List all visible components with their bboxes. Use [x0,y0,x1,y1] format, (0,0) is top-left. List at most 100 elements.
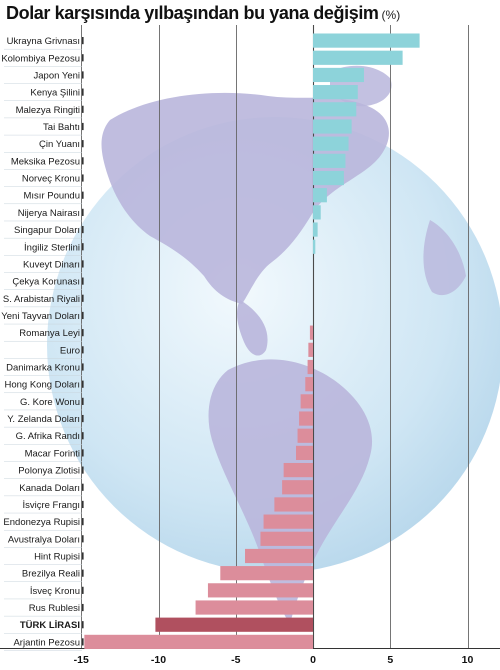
category-label: Arjantin Pezosu [13,637,80,648]
category-label: İsveç Kronu [30,586,80,597]
category-label: Endonezya Rupisi [3,517,80,528]
category-label: Hong Kong Doları [4,380,80,391]
row-marker [82,483,84,491]
row-marker [82,346,84,354]
category-label: Macar Forinti [25,448,80,459]
category-label: Kanada Doları [19,483,80,494]
row-marker [82,260,84,268]
bar [313,67,364,83]
category-label: Avustralya Doları [8,534,80,545]
category-label: Rus Rublesi [29,603,80,614]
row-marker [82,638,84,646]
row-marker [82,518,84,526]
category-label: Mısır Poundu [24,191,81,202]
bar [274,497,313,512]
category-label: Nijerya Nairası [18,208,80,219]
bar [313,153,346,168]
category-label: İngiliz Sterlini [24,242,80,253]
bar [313,170,344,186]
row-marker [82,54,84,62]
row-marker [82,105,84,113]
bar [220,566,313,581]
category-label: S. Arabistan Riyali [3,294,80,305]
bar [297,428,313,443]
category-label: Kenya Şilini [30,88,80,99]
category-label: TÜRK LİRASI [20,620,80,631]
unit-label: (%) [381,8,401,22]
category-label: Euro [60,345,80,356]
category-label: Çin Yuanı [39,139,80,150]
row-marker [82,535,84,543]
bar-series [84,33,420,649]
bar [283,462,313,478]
x-axis-ticks: -15 -10 -5 0 5 10 [74,654,474,666]
row-marker [82,71,84,79]
tick-label: 5 [387,654,393,666]
row-marker [82,432,84,440]
chart-title-block: Dolar karşısında yılbaşından bu yana değ… [6,3,400,24]
category-label: G. Afrika Randı [16,431,80,442]
tick-label: -10 [151,654,166,666]
category-label: Hint Rupisi [34,551,80,562]
bar [155,617,313,632]
row-marker [82,449,84,457]
bar [313,33,420,48]
row-marker [82,414,84,423]
row-marker [82,140,84,148]
row-marker [82,311,84,320]
category-label: Norveç Kronu [22,174,80,185]
category-label: Kolombiya Pezosu [1,53,80,64]
bar [263,514,313,529]
row-marker [82,208,84,216]
category-label: Romanya Leyi [19,328,80,339]
row-marker [82,380,84,388]
bar [84,634,313,649]
row-marker [82,37,84,45]
tick-label: 0 [310,654,316,666]
bar [245,548,313,564]
bar [313,102,357,117]
bar [313,50,403,65]
central-america-shape [237,300,268,356]
category-label: G. Kore Wonu [20,397,80,408]
row-marker [82,191,84,199]
bar [260,531,313,546]
category-label: Danimarka Kronu [6,363,80,374]
bar [308,342,313,357]
bar [207,583,313,598]
bar [313,136,349,151]
category-label: İsviçre Frangı [22,500,80,511]
bar [313,222,318,237]
europe-africa-edge-shape [423,220,466,296]
row-marker [82,294,84,302]
bar [313,239,316,254]
row-marker [82,569,84,577]
bar [313,85,358,100]
category-label: Çekya Korunası [12,277,80,288]
category-label: Yeni Tayvan Doları [1,311,80,322]
row-marker [82,500,84,509]
bar [313,188,327,203]
row-marker [82,586,84,594]
category-label: Brezilya Reali [22,569,80,580]
category-label: Y. Zelanda Doları [7,414,80,425]
row-marker [82,603,84,612]
row-marker [82,157,84,165]
row-marker [82,122,84,131]
row-marker [82,621,84,629]
tick-label: -5 [231,654,240,666]
chart-title: Dolar karşısında yılbaşından bu yana değ… [6,3,379,23]
row-marker [82,397,84,405]
category-label: Polonya Zlotisi [18,466,80,477]
row-marker [82,174,84,182]
category-label: Tai Bahtı [43,122,80,133]
bar [305,377,313,392]
bar [299,411,313,426]
bar [309,325,313,340]
tick-label: -15 [74,654,89,666]
bar [300,394,313,409]
bar [307,359,313,375]
category-label: Malezya Ringiti [16,105,80,116]
row-marker [82,225,84,234]
